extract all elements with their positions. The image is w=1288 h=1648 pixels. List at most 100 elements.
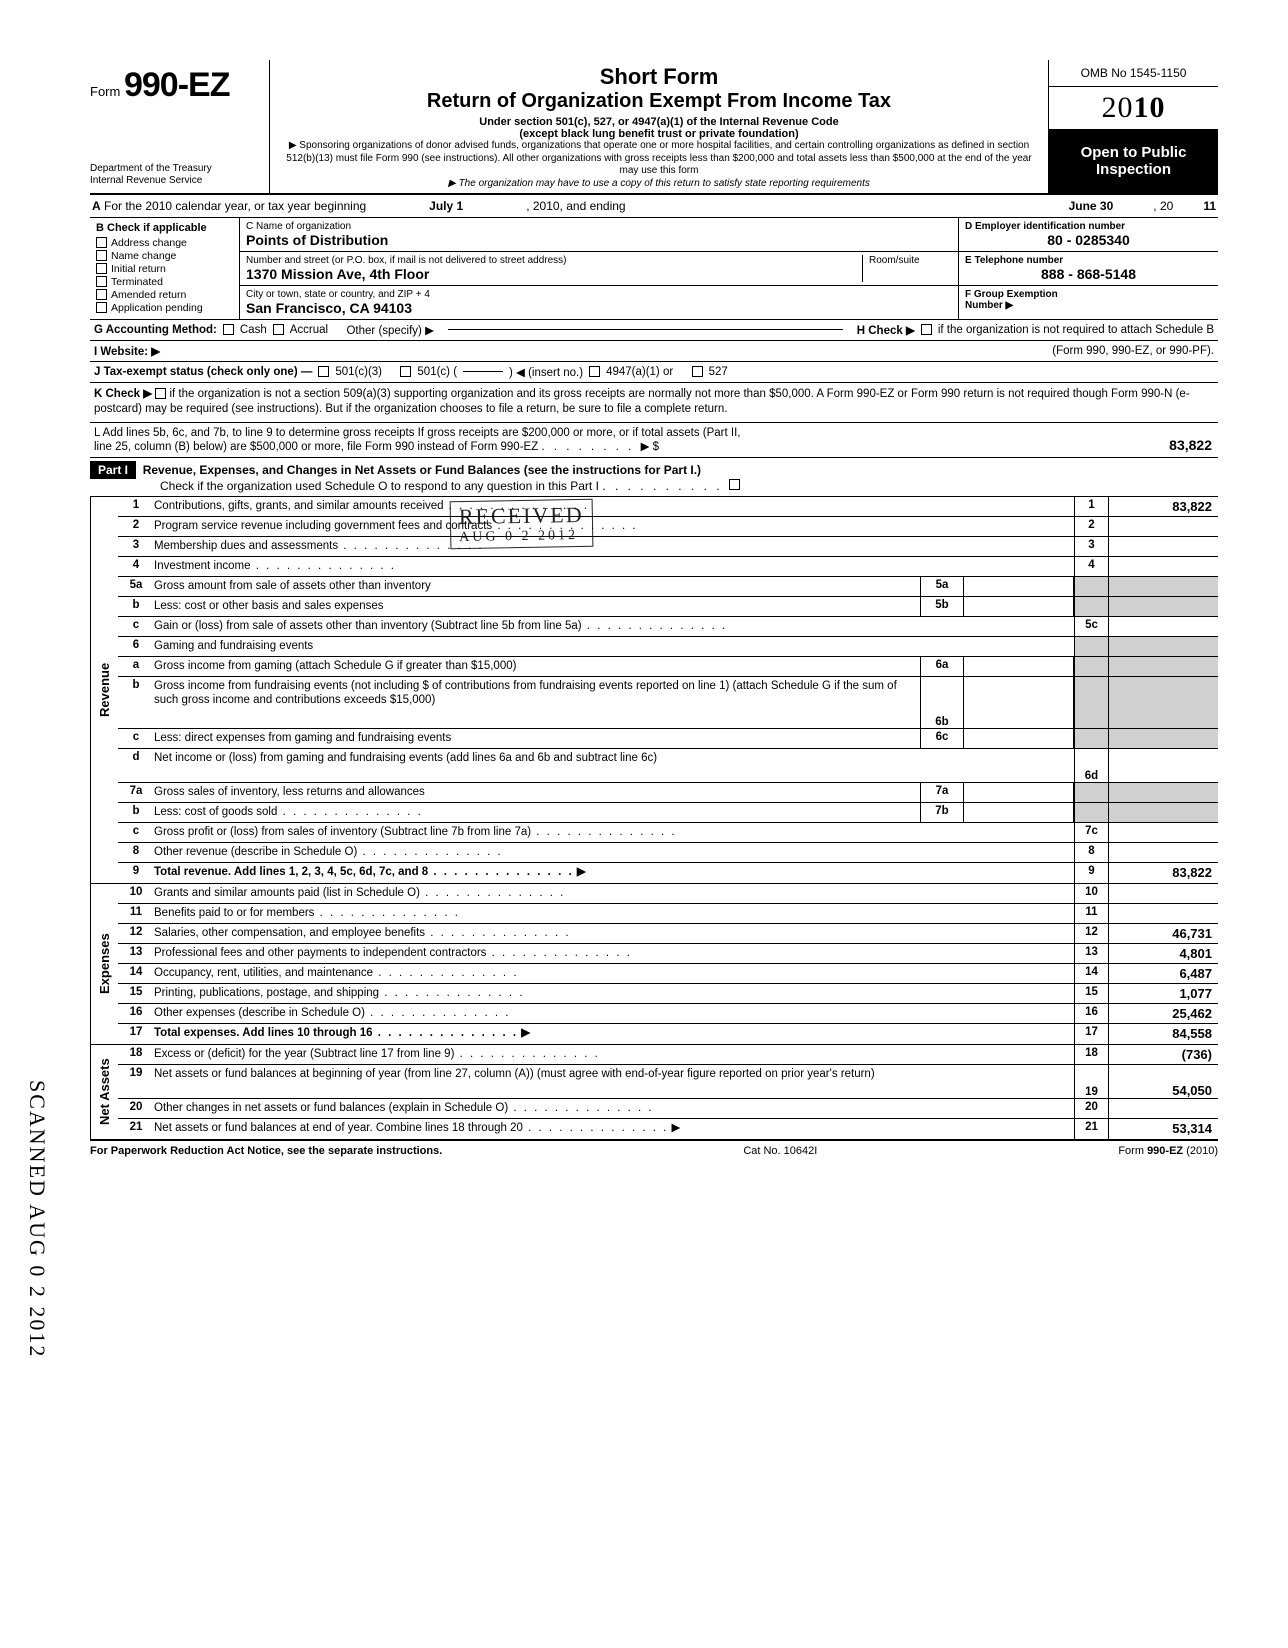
ln5b-amt (1108, 597, 1218, 616)
ln6-num: 6 (118, 637, 154, 656)
ln17-amt: 84,558 (1108, 1024, 1218, 1044)
ln6a-col (1074, 657, 1108, 676)
j-o3: 4947(a)(1) or (606, 366, 673, 378)
ln3-amt (1108, 537, 1218, 556)
ln18-text: Excess or (deficit) for the year (Subtra… (154, 1045, 1074, 1064)
b-opt-0: Address change (111, 237, 187, 249)
c-name-label: C Name of organization (246, 221, 952, 232)
checkbox-k[interactable] (155, 388, 166, 399)
ln5b-num: b (118, 597, 154, 616)
line-3: 3 Membership dues and assessments 3 (118, 537, 1218, 557)
part1-header: Part I Revenue, Expenses, and Changes in… (90, 458, 1218, 497)
dept-line1: Department of the Treasury (90, 163, 259, 175)
c-city-value: San Francisco, CA 94103 (246, 300, 952, 316)
footer-left: For Paperwork Reduction Act Notice, see … (90, 1145, 442, 1157)
ln9-col: 9 (1074, 863, 1108, 883)
ln5a-num: 5a (118, 577, 154, 596)
f-block: F Group Exemption Number ▶ (959, 286, 1218, 314)
expenses-section: Expenses 10Grants and similar amounts pa… (90, 884, 1218, 1045)
footer-mid: Cat No. 10642I (743, 1145, 817, 1157)
ln9-text-inner: Total revenue. Add lines 1, 2, 3, 4, 5c,… (154, 866, 428, 878)
ln13-amt: 4,801 (1108, 944, 1218, 963)
ln6c-amt (1108, 729, 1218, 748)
ln6b-num: b (118, 677, 154, 728)
ln17-col: 17 (1074, 1024, 1108, 1044)
chk-name-change: Name change (96, 250, 233, 262)
checkbox-icon[interactable] (96, 302, 107, 313)
checkbox-icon[interactable] (96, 250, 107, 261)
e-label: E Telephone number (965, 255, 1212, 266)
l-arrow: ▶ $ (641, 441, 659, 453)
checkbox-icon[interactable] (96, 263, 107, 274)
chk-terminated: Terminated (96, 276, 233, 288)
ln5c-num: c (118, 617, 154, 636)
ln17-text: Total expenses. Add lines 10 through 16 (154, 1024, 1074, 1044)
ln1-text: Contributions, gifts, grants, and simila… (154, 497, 1074, 516)
line-16: 16Other expenses (describe in Schedule O… (118, 1004, 1218, 1024)
checkbox-cash[interactable] (223, 324, 234, 335)
g-label: G Accounting Method: (94, 324, 217, 336)
j-o2b: ) ◀ (insert no.) (509, 365, 583, 379)
line-9: 9 Total revenue. Add lines 1, 2, 3, 4, 5… (118, 863, 1218, 883)
line-19: 19Net assets or fund balances at beginni… (118, 1065, 1218, 1099)
ln6a-subamt (964, 657, 1074, 676)
checkbox-h[interactable] (921, 324, 932, 335)
checkbox-icon[interactable] (96, 237, 107, 248)
line-15: 15Printing, publications, postage, and s… (118, 984, 1218, 1004)
row-g-h: G Accounting Method: Cash Accrual Other … (90, 320, 1218, 341)
ln5b-sub: 5b (920, 597, 964, 616)
c-name-value: Points of Distribution (246, 232, 952, 248)
line-12: 12Salaries, other compensation, and empl… (118, 924, 1218, 944)
ln11-col: 11 (1074, 904, 1108, 923)
ln6b-sub: 6b (920, 677, 964, 728)
ln7a-col (1074, 783, 1108, 802)
ln5a-text: Gross amount from sale of assets other t… (154, 577, 920, 596)
chk-initial-return: Initial return (96, 263, 233, 275)
checkbox-501c3[interactable] (318, 366, 329, 377)
ln3-col: 3 (1074, 537, 1108, 556)
row-a-tail: , 20 (1153, 199, 1173, 213)
revenue-body: RECEIVED AUG 0 2 2012 1 Contributions, g… (118, 497, 1218, 883)
ln21-text: Net assets or fund balances at end of ye… (154, 1119, 1074, 1139)
ln6a-amt (1108, 657, 1218, 676)
ln1-col: 1 (1074, 497, 1108, 516)
ln17-text-inner: Total expenses. Add lines 10 through 16 (154, 1027, 373, 1039)
header-title-block: Short Form Return of Organization Exempt… (270, 60, 1048, 193)
ln5b-text: Less: cost or other basis and sales expe… (154, 597, 920, 616)
ln7b-subamt (964, 803, 1074, 822)
i-label: I Website: ▶ (94, 344, 160, 358)
col-def: D Employer identification number 80 - 02… (958, 218, 1218, 319)
block-bcdef: B Check if applicable Address change Nam… (90, 218, 1218, 320)
d-label: D Employer identification number (965, 221, 1212, 232)
line-8: 8 Other revenue (describe in Schedule O)… (118, 843, 1218, 863)
checkbox-501c[interactable] (400, 366, 411, 377)
j-o1: 501(c)(3) (335, 366, 382, 378)
checkbox-part1[interactable] (729, 479, 740, 490)
line-2: 2 Program service revenue including gove… (118, 517, 1218, 537)
ln8-amt (1108, 843, 1218, 862)
checkbox-527[interactable] (692, 366, 703, 377)
checkbox-accrual[interactable] (273, 324, 284, 335)
line-7b: b Less: cost of goods sold 7b (118, 803, 1218, 823)
ln9-num: 9 (118, 863, 154, 883)
ln10-col: 10 (1074, 884, 1108, 903)
b-opt-4: Amended return (111, 289, 186, 301)
ln5c-amt (1108, 617, 1218, 636)
checkbox-icon[interactable] (96, 289, 107, 300)
g-cash: Cash (240, 324, 267, 336)
ln7c-amt (1108, 823, 1218, 842)
line-7c: c Gross profit or (loss) from sales of i… (118, 823, 1218, 843)
form-prefix: Form (90, 84, 120, 99)
checkbox-icon[interactable] (96, 276, 107, 287)
ln4-num: 4 (118, 557, 154, 576)
subtitle-2: (except black lung benefit trust or priv… (276, 128, 1042, 140)
ln7a-text: Gross sales of inventory, less returns a… (154, 783, 920, 802)
line-13: 13Professional fees and other payments t… (118, 944, 1218, 964)
footer-right-pre: Form (1118, 1145, 1147, 1157)
checkbox-4947[interactable] (589, 366, 600, 377)
year-bold: 10 (1134, 91, 1166, 124)
b-opt-1: Name change (111, 250, 176, 262)
ln6b-amt (1108, 677, 1218, 728)
side-expenses: Expenses (90, 884, 118, 1044)
ln5c-col: 5c (1074, 617, 1108, 636)
